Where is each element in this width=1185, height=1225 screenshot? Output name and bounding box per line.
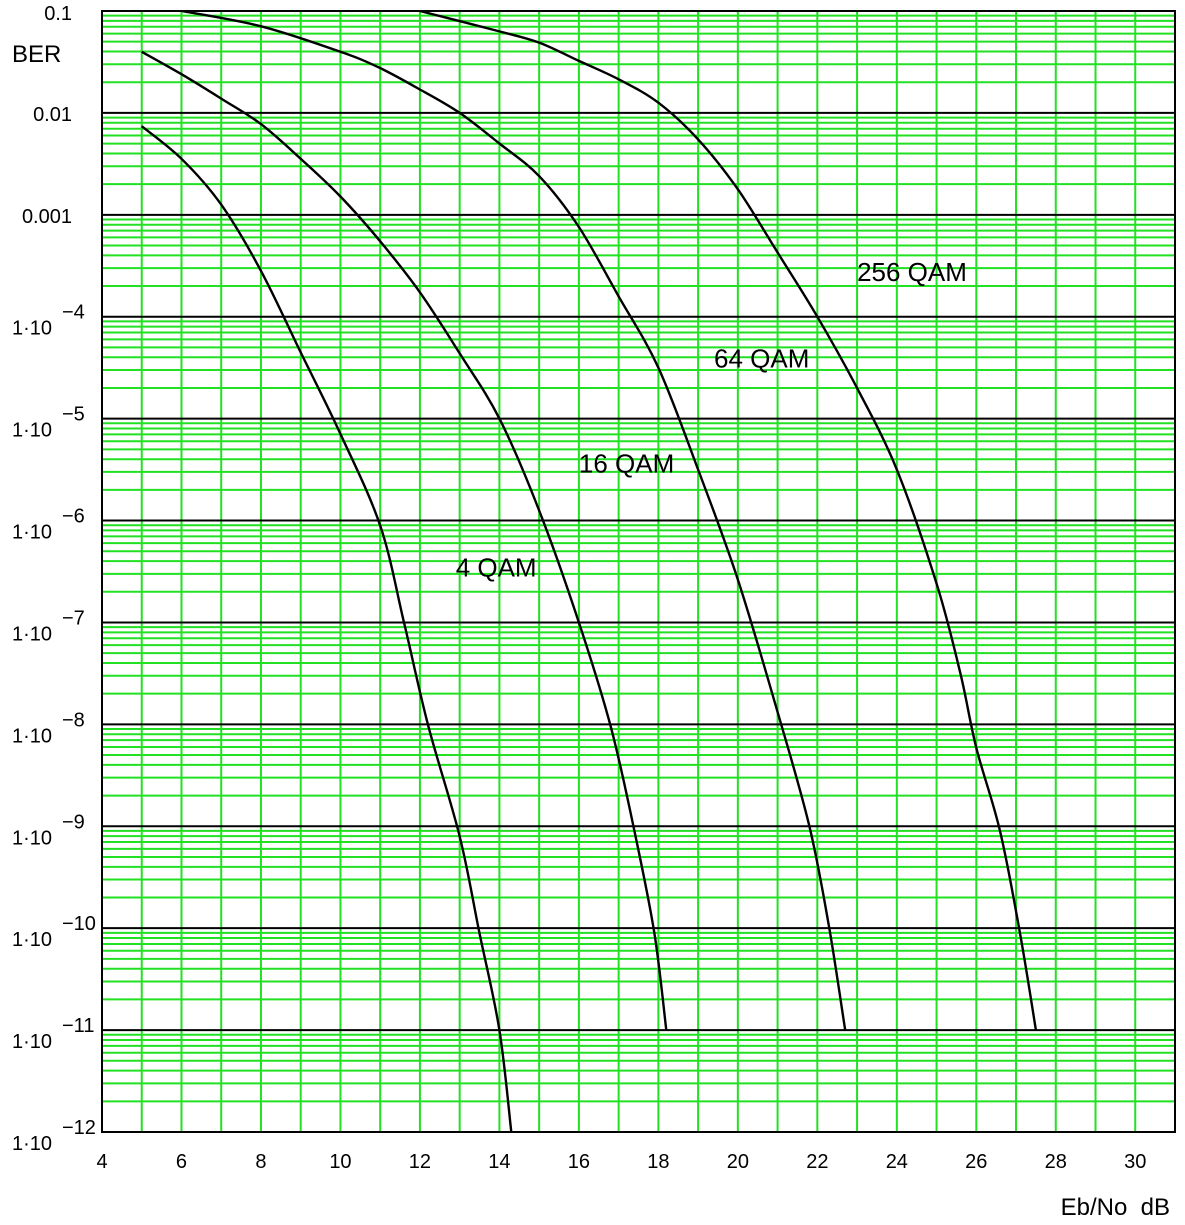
y-tick-exponent: −5: [62, 404, 85, 426]
x-tick-label: 10: [329, 1151, 351, 1173]
curve-annotation: 256 QAM: [857, 257, 967, 287]
y-tick-label: 0.01: [33, 104, 72, 126]
x-tick-label: 24: [886, 1151, 908, 1173]
y-tick-label: 1·10: [12, 827, 52, 849]
x-tick-label: 22: [806, 1151, 828, 1173]
y-axis-tick-labels: 0.1 0.01 0.001 1·10 −4 1·10 −5 1·10 −6 1·10 −7 1·10…: [12, 3, 96, 1155]
curve-annotations: 4 QAM 16 QAM 64 QAM 256 QAM: [456, 257, 967, 583]
x-tick-label: 14: [488, 1151, 510, 1173]
x-tick-label: 30: [1124, 1151, 1146, 1173]
x-axis-tick-labels: 4 6 8 10 12 14 16 18 20 22 24 26 28 30: [96, 1151, 1146, 1173]
y-tick-label: 1·10: [12, 623, 52, 645]
y-tick-label: 0.1: [44, 3, 72, 25]
y-tick-exponent: −12: [62, 1117, 96, 1139]
y-tick-exponent: −11: [62, 1015, 94, 1037]
y-tick-label: 1·10: [12, 318, 52, 340]
curve-annotation: 4 QAM: [456, 553, 537, 583]
series-line-256-qam: [419, 9, 1038, 1031]
curve-annotation: 16 QAM: [579, 449, 674, 479]
x-tick-label: 6: [176, 1151, 187, 1173]
y-tick-exponent: −6: [62, 506, 85, 528]
x-tick-label: 28: [1045, 1151, 1067, 1173]
y-tick-label: 1·10: [12, 725, 52, 747]
x-axis-label: Eb/No dB: [1061, 1194, 1170, 1221]
y-axis-label: BER: [12, 41, 61, 68]
plot-frame: [101, 10, 1176, 1133]
y-tick-exponent: −10: [62, 913, 96, 935]
y-tick-label: 1·10: [12, 522, 52, 544]
y-tick-label: 1·10: [12, 1133, 52, 1155]
y-tick-exponent: −4: [62, 302, 85, 324]
curve-annotation: 64 QAM: [714, 344, 809, 374]
y-tick-label: 1·10: [12, 929, 52, 951]
minor-gridlines: [102, 11, 1175, 1132]
x-tick-label: 18: [647, 1151, 669, 1173]
x-tick-label: 26: [965, 1151, 987, 1173]
x-tick-label: 20: [727, 1151, 749, 1173]
ber-curves: [140, 9, 1038, 1133]
series-line-4-qam: [140, 125, 513, 1133]
y-tick-exponent: −9: [62, 811, 85, 833]
y-tick-label: 1·10: [12, 1031, 52, 1053]
series-line-64-qam: [181, 9, 847, 1031]
series-line-16-qam: [141, 50, 668, 1031]
y-tick-exponent: −7: [62, 607, 85, 629]
x-tick-label: 8: [255, 1151, 266, 1173]
y-tick-exponent: −8: [62, 709, 85, 731]
y-tick-label: 1·10: [12, 420, 52, 442]
x-tick-label: 16: [568, 1151, 590, 1173]
x-tick-label: 12: [409, 1151, 431, 1173]
x-tick-label: 4: [96, 1151, 107, 1173]
y-tick-label: 0.001: [22, 206, 72, 228]
major-gridlines: [102, 10, 1175, 1133]
